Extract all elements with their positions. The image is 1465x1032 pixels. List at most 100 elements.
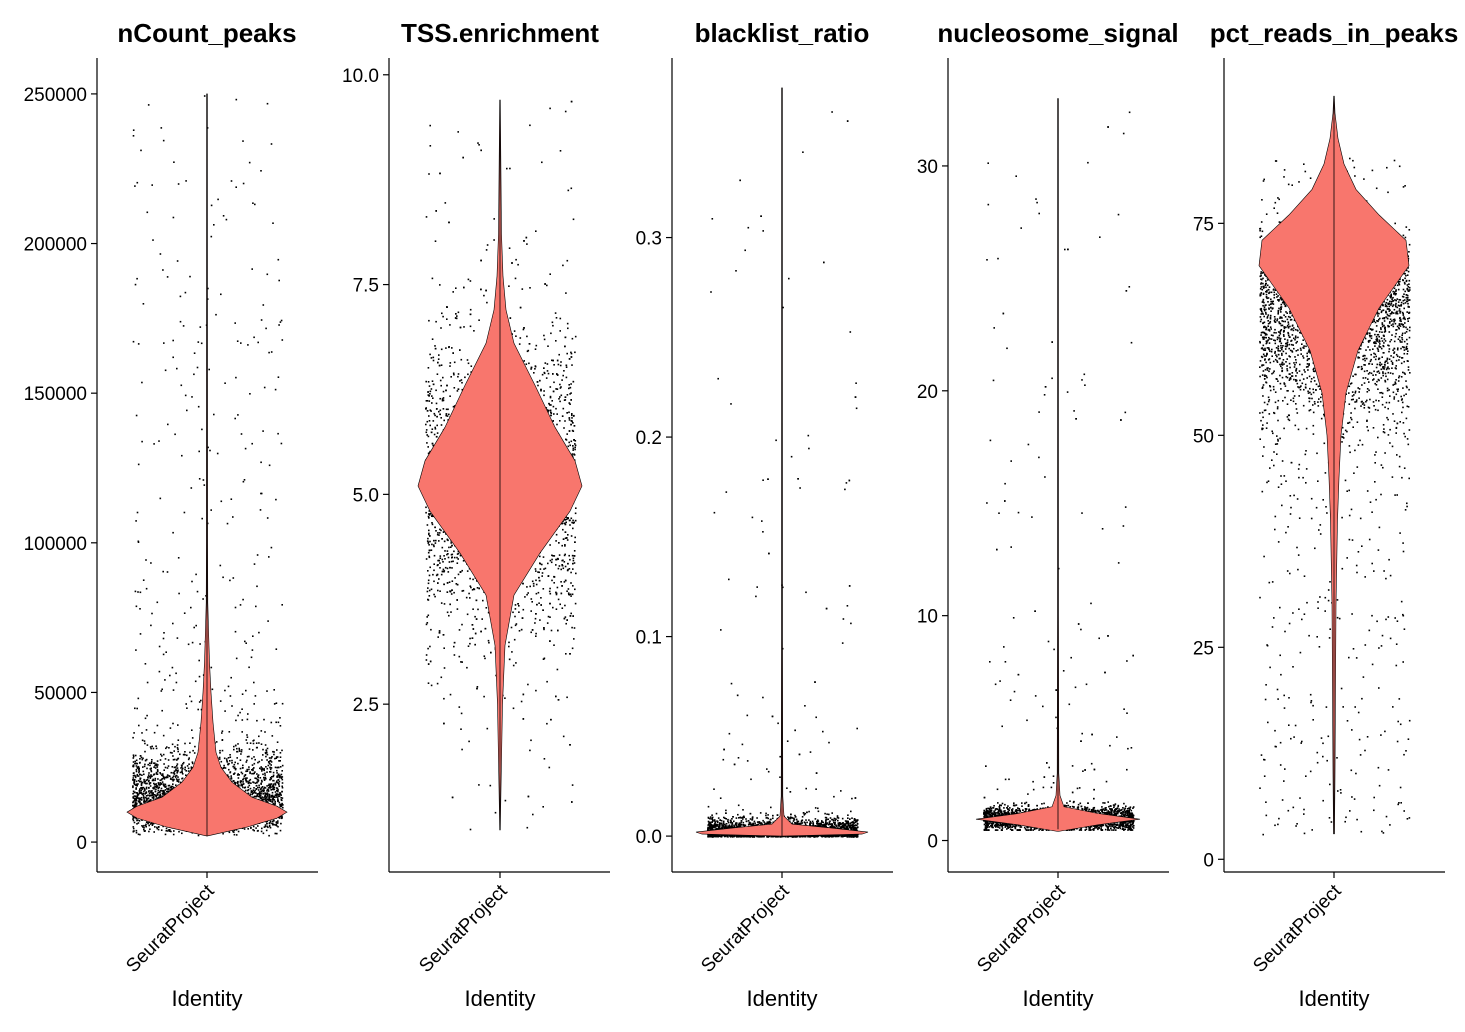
data-point xyxy=(269,771,271,773)
data-point xyxy=(425,216,428,218)
data-point xyxy=(150,747,152,750)
data-point xyxy=(172,622,174,625)
data-point xyxy=(241,693,244,695)
data-point xyxy=(464,376,466,379)
data-point xyxy=(274,791,277,793)
data-point xyxy=(259,794,262,797)
data-point xyxy=(151,822,153,824)
data-point xyxy=(255,777,258,780)
data-point xyxy=(431,338,434,340)
data-point xyxy=(230,676,232,679)
data-point xyxy=(234,630,237,633)
data-point xyxy=(557,567,560,570)
data-point xyxy=(267,826,269,829)
data-point xyxy=(193,373,195,376)
data-point xyxy=(245,779,247,781)
data-point xyxy=(567,534,569,536)
data-point xyxy=(513,638,516,641)
data-point xyxy=(155,795,157,798)
data-point xyxy=(173,778,175,781)
data-point xyxy=(201,517,203,520)
data-point xyxy=(247,792,250,795)
data-point xyxy=(208,368,210,371)
data-point xyxy=(135,649,137,651)
data-point xyxy=(427,446,429,448)
data-point xyxy=(429,512,432,515)
data-point xyxy=(138,820,141,822)
data-point xyxy=(567,445,570,448)
data-point xyxy=(429,409,432,411)
data-point xyxy=(143,787,146,790)
data-point xyxy=(159,497,162,500)
data-point xyxy=(434,426,436,429)
data-point xyxy=(171,743,174,746)
data-point xyxy=(200,342,203,345)
data-point xyxy=(166,774,169,776)
data-point xyxy=(200,708,203,711)
data-point xyxy=(486,244,489,246)
data-point xyxy=(190,487,193,489)
data-point xyxy=(432,544,435,546)
data-point xyxy=(235,186,237,188)
data-point xyxy=(527,592,529,594)
data-point xyxy=(549,386,552,388)
data-point xyxy=(145,795,148,797)
data-point xyxy=(133,783,136,786)
data-point xyxy=(132,819,135,822)
data-point xyxy=(153,782,155,785)
data-point xyxy=(152,778,154,781)
data-point xyxy=(135,770,138,773)
data-point xyxy=(440,384,442,387)
data-point xyxy=(540,597,542,599)
data-point xyxy=(515,335,517,337)
data-point xyxy=(568,568,571,570)
data-point xyxy=(252,749,254,751)
data-point xyxy=(265,778,267,780)
data-point xyxy=(159,793,161,796)
data-point xyxy=(262,768,265,771)
data-point xyxy=(164,758,167,760)
data-point xyxy=(139,780,141,783)
data-point xyxy=(260,743,263,745)
data-point xyxy=(279,804,281,806)
data-point xyxy=(460,712,463,715)
data-point xyxy=(202,479,205,481)
data-point xyxy=(156,601,159,604)
data-point xyxy=(240,342,242,344)
data-point xyxy=(228,768,230,771)
data-point xyxy=(171,778,174,781)
data-point xyxy=(135,804,138,806)
data-point xyxy=(466,666,468,669)
data-point xyxy=(573,550,576,552)
data-point xyxy=(460,728,462,730)
data-point xyxy=(539,568,542,570)
data-point xyxy=(566,259,569,262)
data-point xyxy=(174,433,176,436)
data-point xyxy=(427,537,429,540)
data-point xyxy=(170,788,172,791)
data-point xyxy=(248,782,251,784)
data-point xyxy=(258,795,261,798)
data-point xyxy=(137,541,140,543)
data-point xyxy=(175,681,178,684)
data-point xyxy=(159,253,162,255)
data-point xyxy=(162,637,165,640)
data-point xyxy=(444,550,446,552)
data-point xyxy=(549,616,551,618)
data-point xyxy=(166,767,169,769)
data-point xyxy=(172,758,175,761)
data-point xyxy=(280,773,283,776)
data-point xyxy=(253,762,256,765)
data-point xyxy=(281,778,284,781)
data-point xyxy=(141,787,143,789)
data-point xyxy=(258,793,261,796)
data-point xyxy=(157,782,160,784)
data-point xyxy=(141,774,143,776)
data-point xyxy=(257,786,259,789)
data-point xyxy=(242,598,244,601)
data-point xyxy=(561,379,563,381)
data-point xyxy=(263,796,265,799)
data-point xyxy=(225,758,228,760)
data-point xyxy=(279,756,282,758)
data-point xyxy=(132,755,135,758)
